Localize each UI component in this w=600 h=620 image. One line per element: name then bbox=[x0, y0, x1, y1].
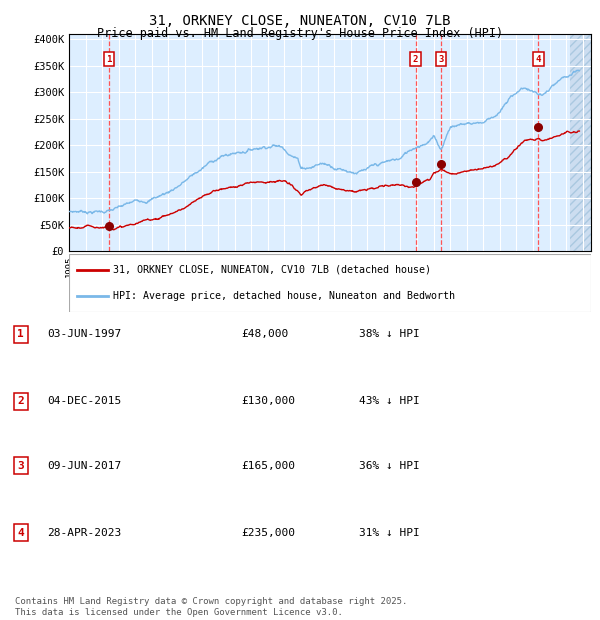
Text: 31% ↓ HPI: 31% ↓ HPI bbox=[359, 528, 419, 538]
Text: 04-DEC-2015: 04-DEC-2015 bbox=[47, 396, 121, 406]
Text: 3: 3 bbox=[438, 55, 443, 64]
Text: 2: 2 bbox=[413, 55, 418, 64]
Text: 2: 2 bbox=[17, 396, 24, 406]
Text: 38% ↓ HPI: 38% ↓ HPI bbox=[359, 329, 419, 339]
Text: 4: 4 bbox=[17, 528, 24, 538]
Text: 36% ↓ HPI: 36% ↓ HPI bbox=[359, 461, 419, 471]
Text: £165,000: £165,000 bbox=[241, 461, 295, 471]
Text: £130,000: £130,000 bbox=[241, 396, 295, 406]
Text: 43% ↓ HPI: 43% ↓ HPI bbox=[359, 396, 419, 406]
Text: £235,000: £235,000 bbox=[241, 528, 295, 538]
FancyBboxPatch shape bbox=[69, 254, 591, 312]
Text: 1: 1 bbox=[106, 55, 112, 64]
Text: 03-JUN-1997: 03-JUN-1997 bbox=[47, 329, 121, 339]
Text: 1: 1 bbox=[17, 329, 24, 339]
Text: 3: 3 bbox=[17, 461, 24, 471]
Polygon shape bbox=[570, 34, 591, 251]
Text: HPI: Average price, detached house, Nuneaton and Bedworth: HPI: Average price, detached house, Nune… bbox=[113, 291, 455, 301]
Text: Price paid vs. HM Land Registry's House Price Index (HPI): Price paid vs. HM Land Registry's House … bbox=[97, 27, 503, 40]
Text: Contains HM Land Registry data © Crown copyright and database right 2025.
This d: Contains HM Land Registry data © Crown c… bbox=[15, 598, 407, 617]
Text: £48,000: £48,000 bbox=[241, 329, 289, 339]
Text: 31, ORKNEY CLOSE, NUNEATON, CV10 7LB: 31, ORKNEY CLOSE, NUNEATON, CV10 7LB bbox=[149, 14, 451, 28]
Text: 4: 4 bbox=[536, 55, 541, 64]
Text: 09-JUN-2017: 09-JUN-2017 bbox=[47, 461, 121, 471]
Text: 28-APR-2023: 28-APR-2023 bbox=[47, 528, 121, 538]
Text: 31, ORKNEY CLOSE, NUNEATON, CV10 7LB (detached house): 31, ORKNEY CLOSE, NUNEATON, CV10 7LB (de… bbox=[113, 265, 431, 275]
